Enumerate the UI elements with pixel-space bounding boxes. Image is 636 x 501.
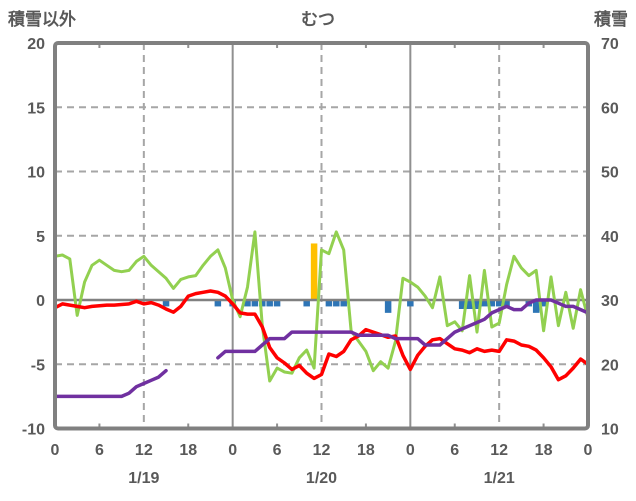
x-axis-hour-label: 0	[228, 442, 237, 459]
right-axis-tick-label: 10	[601, 422, 619, 439]
x-axis-hour-label: 12	[313, 442, 331, 459]
bars-blue-bar	[495, 300, 503, 307]
chart-title: むつ	[301, 10, 335, 29]
bars-blue-bar	[458, 300, 466, 309]
x-axis-date-label: 1/21	[484, 470, 515, 487]
bars-blue-bar	[384, 300, 392, 313]
bars-blue-bar	[466, 300, 473, 309]
series-purple-snow-depth	[53, 368, 168, 399]
bars-blue-bar	[266, 300, 273, 307]
left-axis-tick-label: -5	[31, 357, 45, 374]
left-axis-tick-label: 5	[36, 229, 45, 246]
left-axis-tick-label: 0	[36, 293, 45, 310]
x-axis-date-label: 1/20	[306, 470, 337, 487]
right-axis-tick-label: 40	[601, 229, 619, 246]
right-axis-tick-label: 20	[601, 357, 619, 374]
left-axis-tick-label: 20	[27, 36, 45, 53]
x-axis-date-label: 1/19	[128, 470, 159, 487]
x-axis-hour-label: 6	[450, 442, 459, 459]
bars-blue-bar	[532, 300, 540, 313]
right-axis-tick-label: 60	[601, 100, 619, 117]
right-axis-title: 積雪	[594, 10, 628, 29]
plot-border	[53, 41, 590, 431]
bars-blue-bar	[540, 300, 547, 307]
bars-blue-bar	[488, 300, 496, 307]
bars-blue-bar	[303, 300, 310, 307]
bars-blue-bar	[251, 300, 259, 307]
x-axis-hour-label: 0	[584, 442, 593, 459]
bars-blue-bar	[503, 300, 510, 307]
bars-blue-bar	[214, 300, 222, 307]
left-axis-tick-label: 10	[27, 165, 45, 182]
series-green	[53, 230, 590, 383]
series-red	[53, 289, 590, 382]
bars-blue-bar	[333, 300, 340, 307]
x-axis-hour-label: 6	[273, 442, 282, 459]
x-axis-hour-label: 12	[490, 442, 508, 459]
bars-blue-bar	[162, 300, 170, 307]
left-axis-tick-label: -10	[22, 422, 45, 439]
bars-blue-bar	[340, 300, 347, 307]
bars-blue-bar	[244, 300, 251, 307]
x-axis-hour-label: 6	[95, 442, 104, 459]
bars-blue-bar	[407, 300, 414, 307]
right-axis-tick-label: 50	[601, 165, 619, 182]
bars-blue-bar	[273, 300, 281, 307]
x-axis-hour-label: 0	[51, 442, 60, 459]
right-axis-tick-label: 30	[601, 293, 619, 310]
x-axis-hour-label: 0	[406, 442, 415, 459]
bars-orange-bar	[310, 243, 318, 300]
x-axis-hour-label: 18	[357, 442, 375, 459]
left-axis-tick-label: 15	[27, 100, 45, 117]
series-purple-snow-depth	[216, 298, 590, 360]
x-axis-hour-label: 12	[135, 442, 153, 459]
bars-blue-bar	[325, 300, 333, 307]
x-axis-hour-label: 18	[179, 442, 197, 459]
bars-blue-bar	[259, 300, 266, 307]
right-axis-tick-label: 70	[601, 36, 619, 53]
bars-blue-bar	[481, 300, 488, 307]
left-axis-title: 積雪以外	[8, 10, 76, 29]
x-axis-hour-label: 18	[535, 442, 553, 459]
bars-blue-bar	[473, 300, 481, 309]
